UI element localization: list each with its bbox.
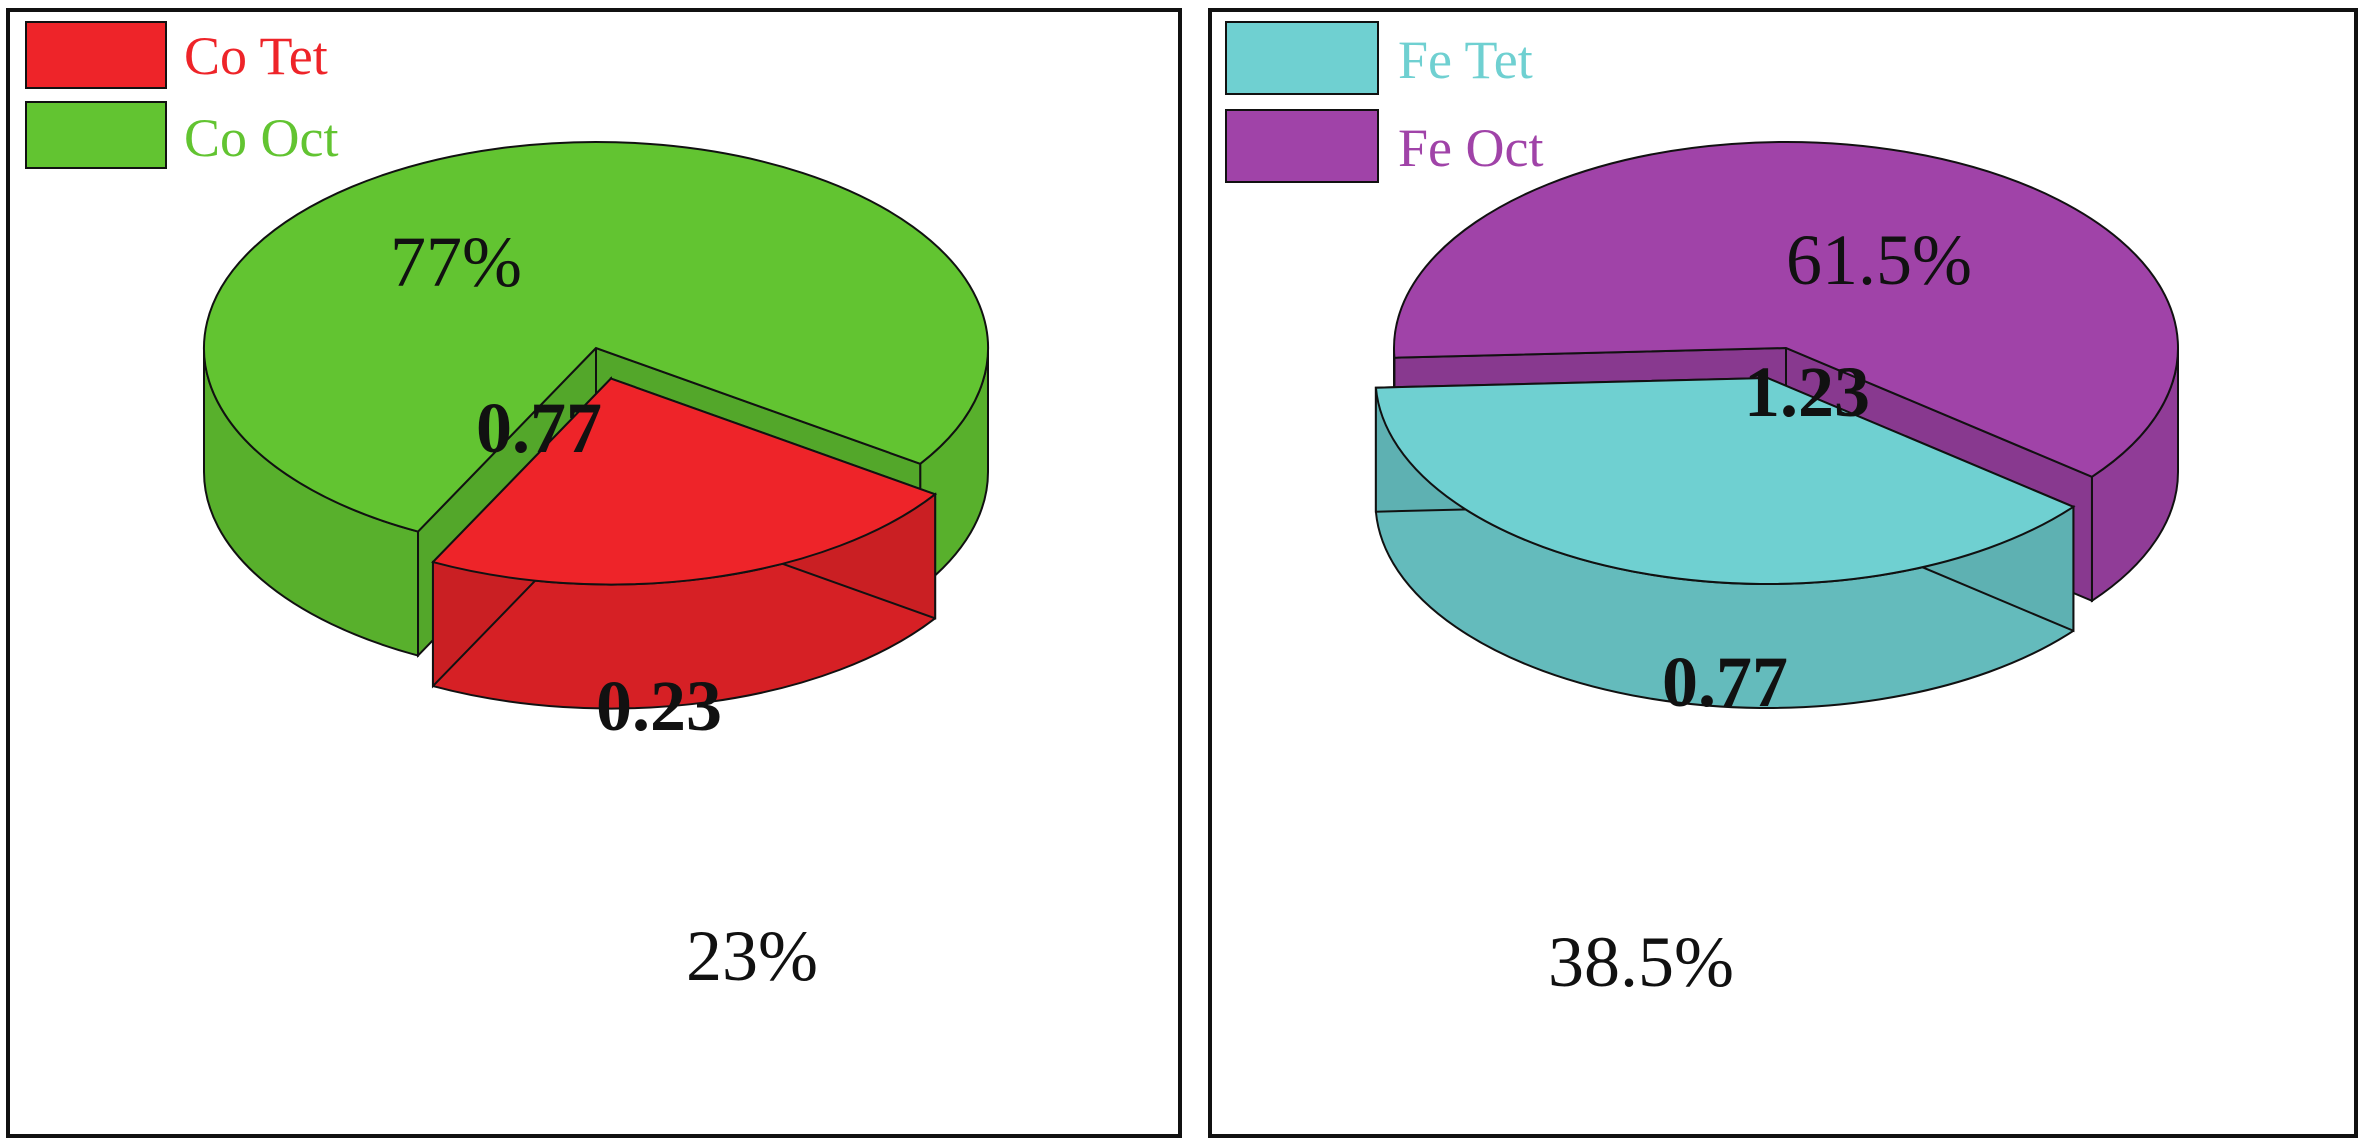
slice-co-tet-top [431, 377, 938, 586]
legend-swatch-fe-oct [1225, 109, 1379, 183]
legend-swatch-fe-tet [1225, 21, 1379, 95]
value-label-fe-oct: 1.23 [1744, 352, 1870, 432]
pie-fe [1374, 141, 2180, 709]
legend-label-fe-tet: Fe Tet [1398, 30, 1533, 90]
legend-swatch-co-oct [25, 101, 167, 169]
pie-co [203, 141, 989, 710]
percent-label-fe-oct: 61.5% [1786, 220, 1972, 300]
legend-label-co-oct: Co Oct [184, 108, 339, 168]
slice-co-oct-top [203, 141, 989, 533]
legend-fe: Fe Tet Fe Oct [1225, 21, 1543, 183]
value-label-co-oct: 0.77 [476, 388, 602, 468]
percent-label-fe-tet: 38.5% [1548, 922, 1734, 1002]
value-label-fe-tet: 0.77 [1662, 642, 1788, 722]
legend-label-fe-oct: Fe Oct [1398, 118, 1543, 178]
percent-label-co-tet: 23% [686, 916, 818, 996]
value-label-co-tet: 0.23 [596, 666, 722, 746]
legend-swatch-co-tet [25, 21, 167, 89]
slice-fe-oct-top [1393, 141, 2180, 478]
slice-fe-tet-top [1374, 376, 2076, 585]
legend-label-co-tet: Co Tet [184, 26, 328, 86]
percent-label-co-oct: 77% [390, 222, 522, 302]
legend-co: Co Tet Co Oct [25, 21, 339, 169]
